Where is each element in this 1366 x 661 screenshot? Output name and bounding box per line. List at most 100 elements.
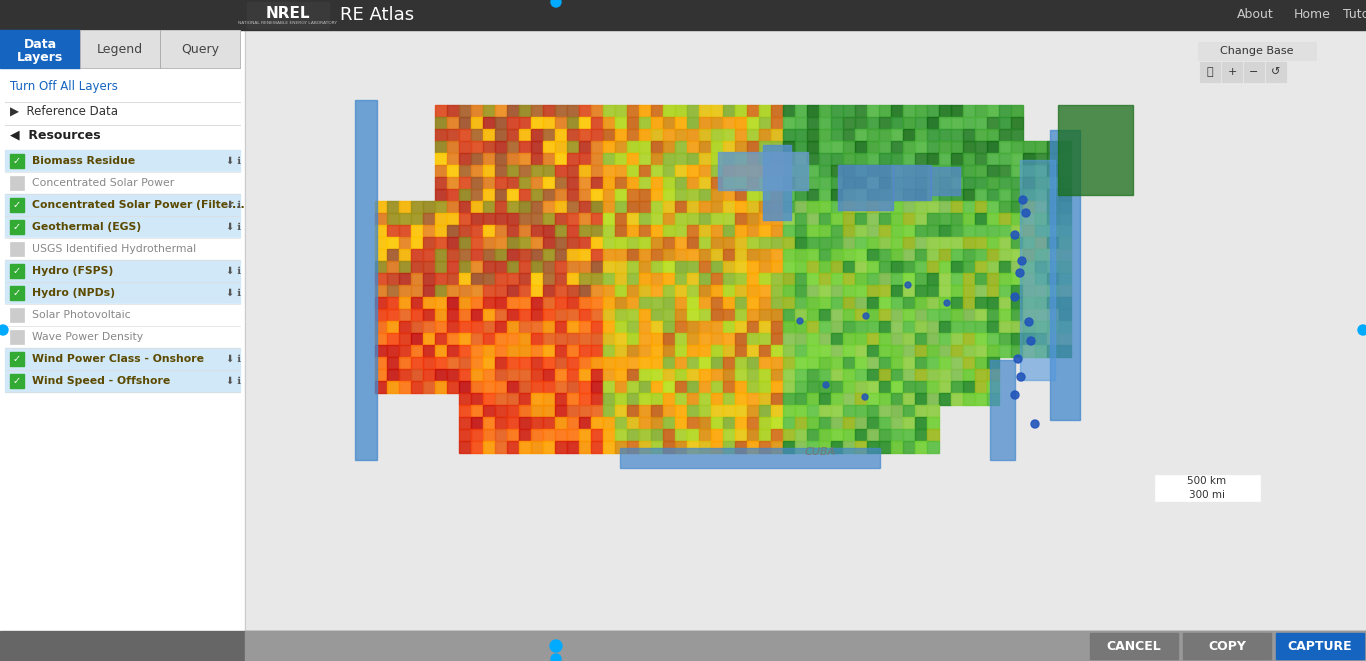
Bar (699, 405, 710, 417)
Bar (770, 165, 783, 177)
Bar (663, 333, 675, 345)
Bar (567, 405, 579, 417)
Bar (639, 333, 652, 345)
Bar (10, 330, 25, 344)
Bar (963, 381, 975, 393)
Bar (627, 249, 639, 261)
Bar (807, 309, 820, 321)
Bar (747, 369, 759, 381)
Bar (903, 369, 915, 381)
Circle shape (796, 318, 803, 324)
Bar (434, 333, 447, 345)
Bar (891, 129, 903, 141)
Bar (567, 117, 579, 129)
Bar (531, 357, 544, 369)
Bar (471, 285, 484, 297)
Bar (591, 225, 602, 237)
Bar (423, 249, 434, 261)
Bar (807, 429, 820, 441)
Bar (759, 153, 770, 165)
Bar (867, 153, 878, 165)
Bar (663, 237, 675, 249)
Text: Query: Query (182, 42, 219, 56)
Bar (878, 441, 891, 453)
Bar (963, 129, 975, 141)
Circle shape (906, 282, 911, 288)
Bar (820, 105, 831, 117)
Bar (795, 153, 807, 165)
Bar (759, 225, 770, 237)
Bar (507, 201, 519, 213)
Bar (820, 201, 831, 213)
Bar (567, 429, 579, 441)
Bar (999, 297, 1011, 309)
Bar (747, 237, 759, 249)
Bar (710, 369, 723, 381)
Bar (988, 189, 999, 201)
Bar (903, 141, 915, 153)
Bar (891, 285, 903, 297)
Bar (687, 153, 699, 165)
Bar (999, 309, 1011, 321)
Bar (820, 321, 831, 333)
Bar (484, 297, 494, 309)
Bar (652, 381, 663, 393)
Bar (843, 321, 855, 333)
Bar (928, 381, 938, 393)
Bar (759, 297, 770, 309)
Bar (1011, 285, 1023, 297)
Bar (963, 249, 975, 261)
Bar (615, 369, 627, 381)
Bar (938, 225, 951, 237)
Bar (531, 237, 544, 249)
Bar (591, 261, 602, 273)
Bar (591, 273, 602, 285)
Bar (747, 273, 759, 285)
Bar (544, 213, 555, 225)
Bar (627, 381, 639, 393)
Bar (459, 189, 471, 201)
Bar (891, 417, 903, 429)
Bar (999, 165, 1011, 177)
Bar (903, 225, 915, 237)
Bar (471, 417, 484, 429)
Bar (867, 117, 878, 129)
Bar (735, 393, 747, 405)
Bar (1035, 165, 1046, 177)
Bar (1035, 237, 1046, 249)
Bar (531, 285, 544, 297)
Bar (411, 261, 423, 273)
Bar (459, 357, 471, 369)
Bar (531, 165, 544, 177)
Bar (447, 357, 459, 369)
Bar (434, 141, 447, 153)
Bar (963, 321, 975, 333)
Bar (1046, 177, 1059, 189)
Bar (903, 237, 915, 249)
Bar (387, 381, 399, 393)
Bar (544, 189, 555, 201)
Bar (878, 165, 891, 177)
Bar (1035, 213, 1046, 225)
Bar (820, 141, 831, 153)
Bar (447, 201, 459, 213)
Bar (376, 357, 387, 369)
Bar (878, 369, 891, 381)
Bar (591, 165, 602, 177)
Bar (903, 117, 915, 129)
Bar (928, 213, 938, 225)
Bar (795, 297, 807, 309)
Bar (928, 237, 938, 249)
Bar (10, 286, 25, 300)
Bar (831, 345, 843, 357)
Bar (710, 177, 723, 189)
Bar (591, 441, 602, 453)
Bar (602, 129, 615, 141)
Bar (519, 429, 531, 441)
Bar (723, 441, 735, 453)
Bar (627, 429, 639, 441)
Bar (710, 333, 723, 345)
Bar (938, 357, 951, 369)
Bar (915, 177, 928, 189)
Bar (399, 357, 411, 369)
